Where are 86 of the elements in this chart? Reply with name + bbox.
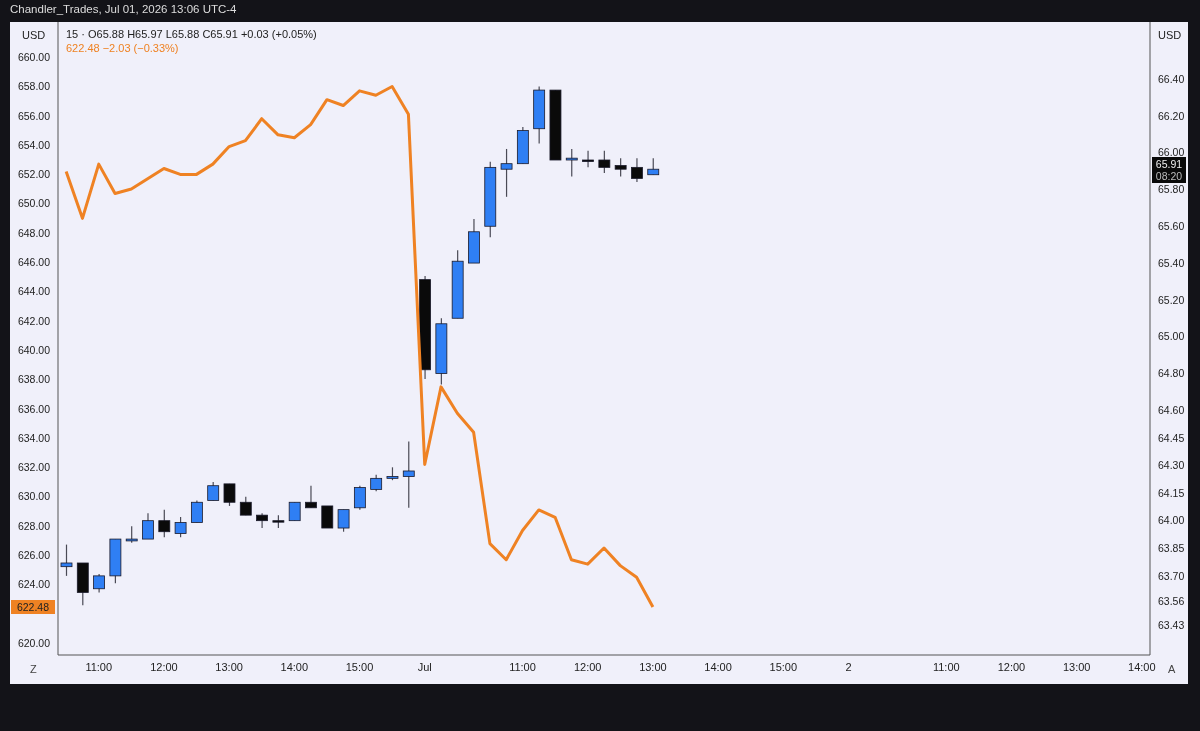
text: 65.91 (1154, 158, 1184, 171)
candlestick (174, 516, 187, 538)
x-tick-label: 13:00 (215, 660, 243, 673)
y2-tick-label: 65.00 (1158, 330, 1185, 343)
x-tick-label: 15:00 (345, 660, 374, 673)
y-tick-label: 656.00 (17, 109, 51, 122)
candlestick (582, 150, 594, 168)
text: A (1168, 663, 1176, 675)
x-tick-label: 14:00 (1128, 660, 1156, 673)
x-tick-label: 14:00 (704, 660, 732, 673)
candlestick (500, 148, 513, 198)
candlestick (142, 512, 154, 540)
y2-tick-label: 66.40 (1158, 72, 1185, 85)
x-tick-label: 13:00 (639, 660, 667, 673)
candlestick (337, 509, 350, 533)
text: 622.48 −2.03 (−0.33%) (66, 42, 179, 54)
text: 622.48 (11, 599, 55, 614)
y2-tick-label: 65.40 (1158, 256, 1185, 269)
y-tick-label: 648.00 (17, 226, 51, 239)
candlestick (614, 157, 627, 178)
candlestick (631, 157, 643, 183)
x-tick-label: 2 (845, 660, 852, 673)
text: 15 · O65.88 H65.97 L65.88 C65.91 +0.03 (+0.05%) (66, 28, 317, 40)
candlestick (598, 150, 611, 174)
y-tick-label: 632.00 (17, 461, 51, 474)
x-tick-label: 14:00 (280, 660, 309, 673)
y-tick-label: 650.00 (17, 197, 51, 210)
y-tick-label: 620.00 (17, 637, 51, 650)
y-tick-label: 658.00 (17, 80, 51, 93)
line-series (64, 84, 655, 609)
candlestick (239, 496, 252, 516)
y-tick-label: 630.00 (17, 490, 51, 503)
y2-axis-title: USD (1158, 29, 1182, 41)
x-tick-label: 13:00 (1062, 660, 1091, 673)
text: Chandler_Trades, Jul 01, 2026 13:06 UTC-4 (10, 3, 237, 15)
x-tick-label: 12:00 (150, 660, 178, 673)
x-tick-label: 15:00 (769, 660, 798, 673)
y-tick-label: 634.00 (17, 431, 51, 444)
y2-tick-label: 64.30 (1158, 459, 1185, 472)
y2-tick-label: 65.20 (1158, 293, 1185, 306)
x-tick-label: Jul (417, 660, 432, 673)
candlestick (305, 485, 317, 509)
candlestick (256, 512, 268, 529)
y2-tick-label: 64.00 (1158, 514, 1185, 527)
y2-tick-label: 64.80 (1158, 367, 1185, 380)
candlestick (223, 483, 236, 507)
candlestick (288, 501, 301, 522)
y-tick-label: 626.00 (17, 549, 51, 562)
candlestick (402, 440, 415, 509)
y2-tick-label: 64.45 (1158, 431, 1185, 444)
y-tick-label: 624.00 (17, 578, 51, 591)
y2-tick-label: 63.70 (1158, 569, 1185, 582)
candlestick (207, 481, 220, 502)
y-tick-label: 646.00 (17, 256, 51, 269)
x-tick-label: 11:00 (85, 660, 113, 673)
candlestick (565, 148, 578, 178)
y-tick-label: 642.00 (17, 314, 51, 327)
y2-tick-label: 66.20 (1158, 109, 1185, 122)
candlestick (190, 499, 203, 524)
y-tick-label: 644.00 (17, 285, 51, 298)
y-tick-label: 654.00 (17, 138, 51, 151)
x-tick-label: 12:00 (997, 660, 1026, 673)
y-tick-label: 628.00 (17, 519, 51, 532)
text: 08:20 (1154, 170, 1184, 183)
y-tick-label: 652.00 (17, 168, 51, 181)
y2-tick-label: 64.15 (1158, 486, 1185, 499)
candlestick (353, 485, 366, 511)
candlestick (93, 573, 105, 594)
y2-tick-label: 63.43 (1158, 619, 1185, 632)
y2-tick-label: 63.56 (1158, 595, 1185, 608)
y-axis-title: USD (22, 29, 46, 41)
y-tick-label: 640.00 (17, 343, 51, 356)
y-tick-label: 660.00 (17, 50, 51, 63)
y2-tick-label: 64.60 (1158, 403, 1185, 416)
y-tick-label: 638.00 (17, 373, 51, 386)
text: Z (30, 663, 37, 675)
y2-tick-label: 65.60 (1158, 219, 1185, 232)
x-tick-label: 11:00 (509, 660, 536, 673)
x-tick-label: 11:00 (932, 660, 960, 673)
candlestick (158, 509, 171, 538)
candlestick (321, 505, 334, 529)
y-tick-label: 636.00 (17, 402, 51, 415)
y2-tick-label: 65.80 (1158, 183, 1185, 196)
x-tick-label: 12:00 (573, 660, 602, 673)
y2-tick-label: 63.85 (1158, 542, 1185, 554)
y2-tick-label: 66.00 (1158, 146, 1185, 159)
